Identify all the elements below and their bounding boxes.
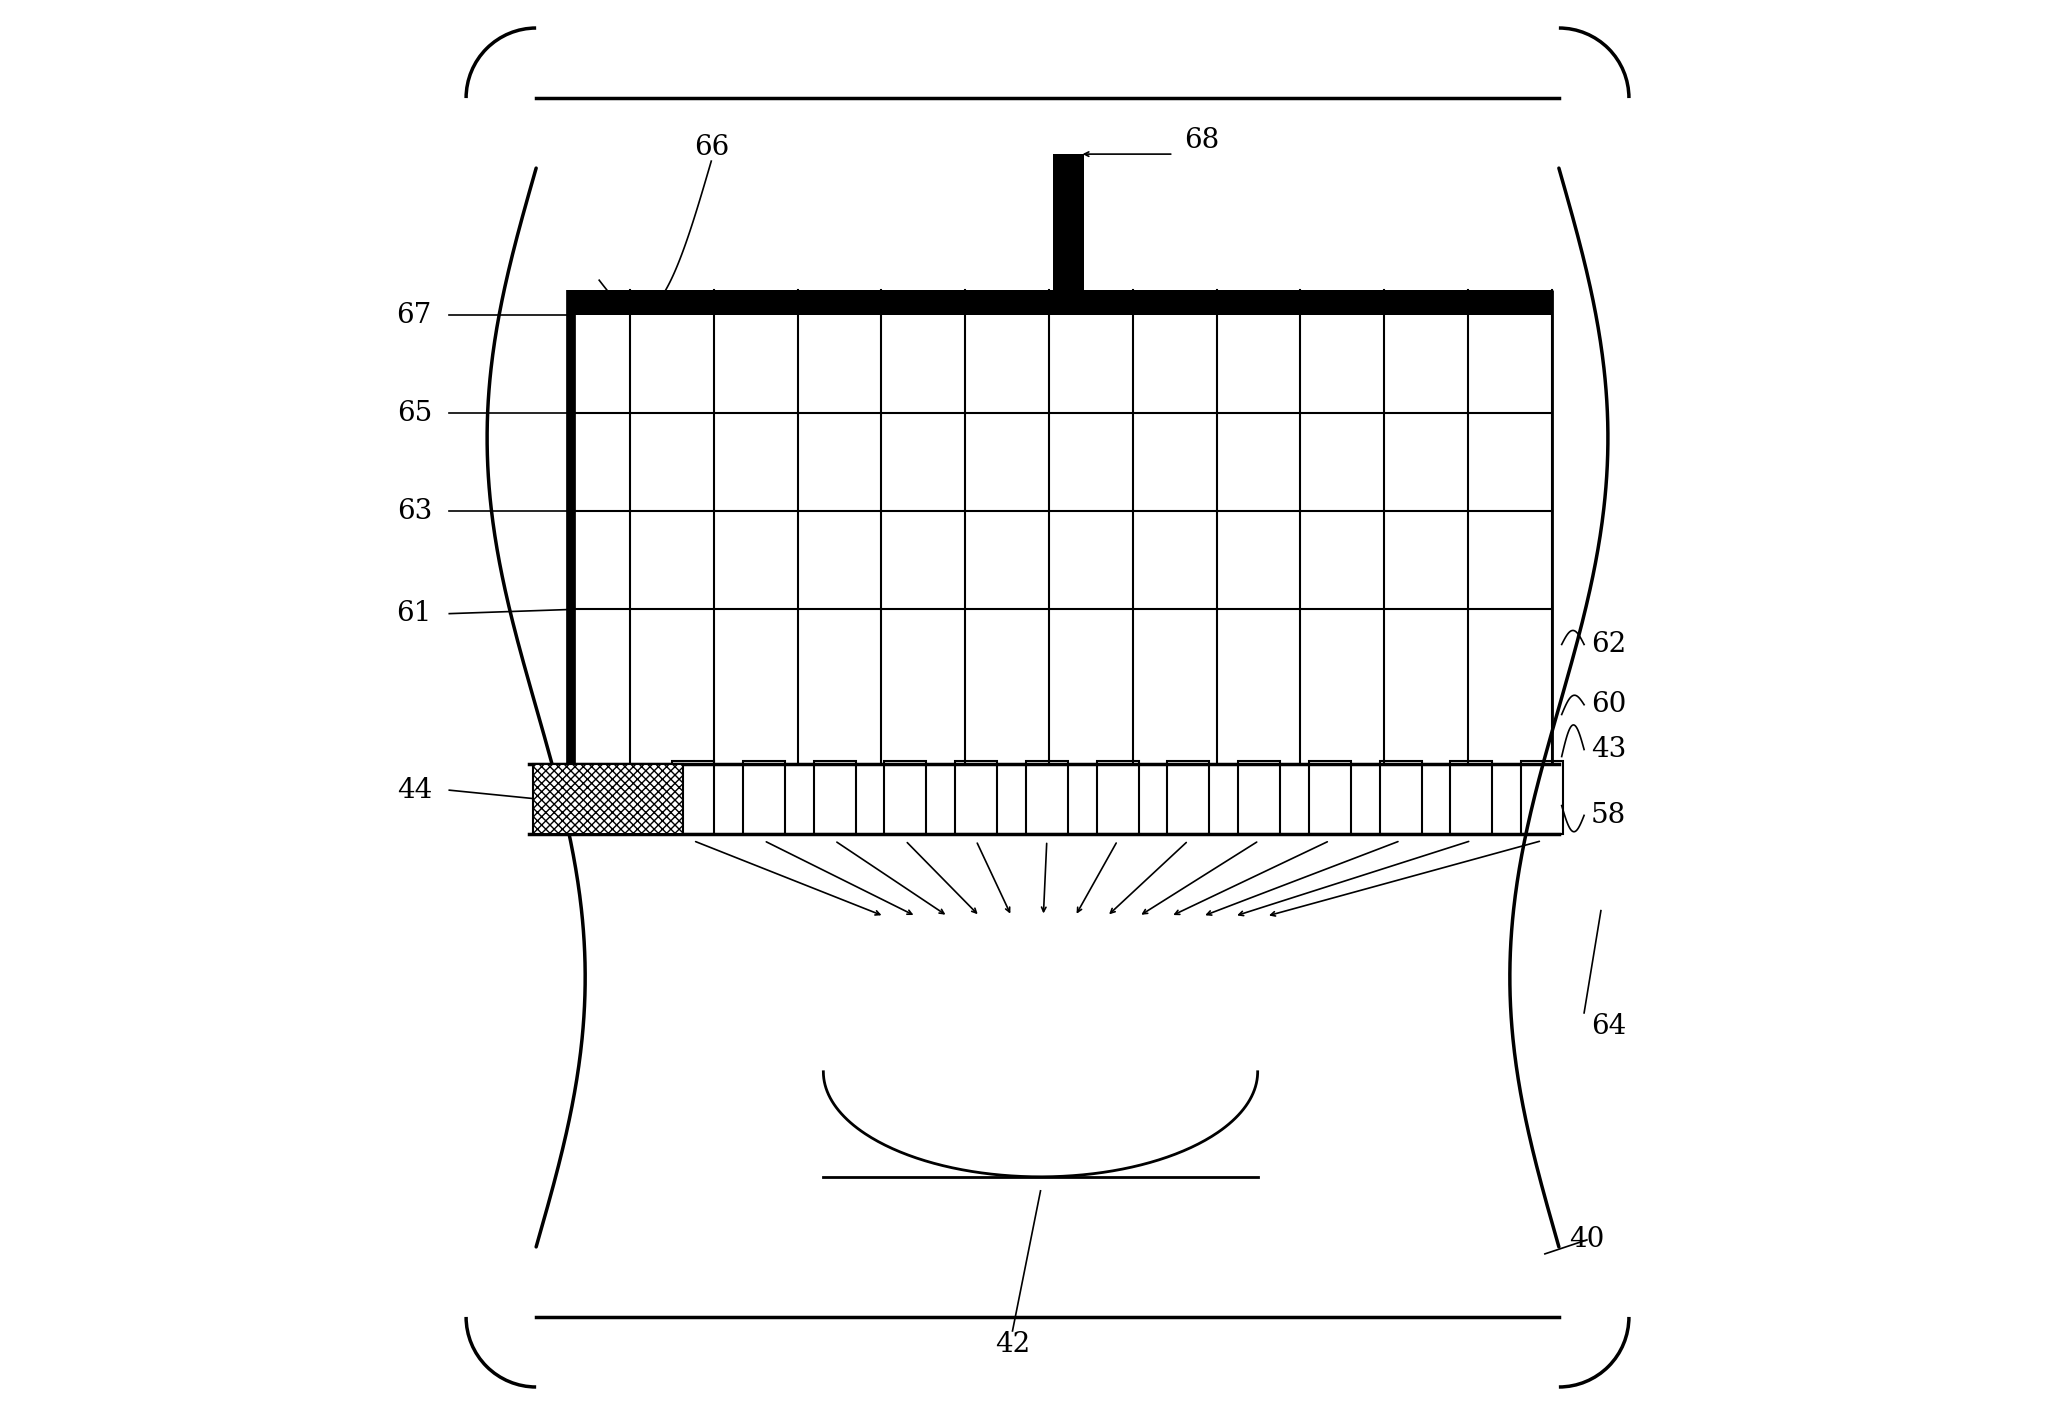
Bar — [1026, 761, 1068, 834]
Bar — [1449, 761, 1493, 834]
Bar — [813, 761, 856, 834]
Text: 63: 63 — [396, 497, 431, 525]
Text: 65: 65 — [396, 399, 431, 427]
Text: 68: 68 — [1185, 126, 1219, 154]
Text: 44: 44 — [396, 776, 431, 804]
Bar — [1521, 761, 1562, 834]
Text: 62: 62 — [1591, 630, 1626, 658]
Bar — [1096, 761, 1139, 834]
Bar — [955, 761, 998, 834]
Bar — [1238, 761, 1281, 834]
Bar — [571, 290, 1552, 315]
Text: 58: 58 — [1591, 801, 1626, 829]
Bar — [885, 761, 926, 834]
Bar — [1380, 761, 1421, 834]
Text: 43: 43 — [1591, 736, 1626, 764]
Bar — [743, 761, 784, 834]
Bar — [534, 764, 684, 834]
Text: 66: 66 — [694, 133, 729, 161]
Bar — [1053, 154, 1084, 290]
Bar — [671, 761, 714, 834]
Bar — [1168, 761, 1209, 834]
Text: 61: 61 — [396, 600, 431, 628]
Bar — [1310, 761, 1351, 834]
Text: 40: 40 — [1568, 1226, 1605, 1254]
Text: 64: 64 — [1591, 1013, 1626, 1041]
Text: 60: 60 — [1591, 691, 1626, 719]
Text: 42: 42 — [996, 1331, 1031, 1359]
Text: 67: 67 — [396, 301, 431, 329]
